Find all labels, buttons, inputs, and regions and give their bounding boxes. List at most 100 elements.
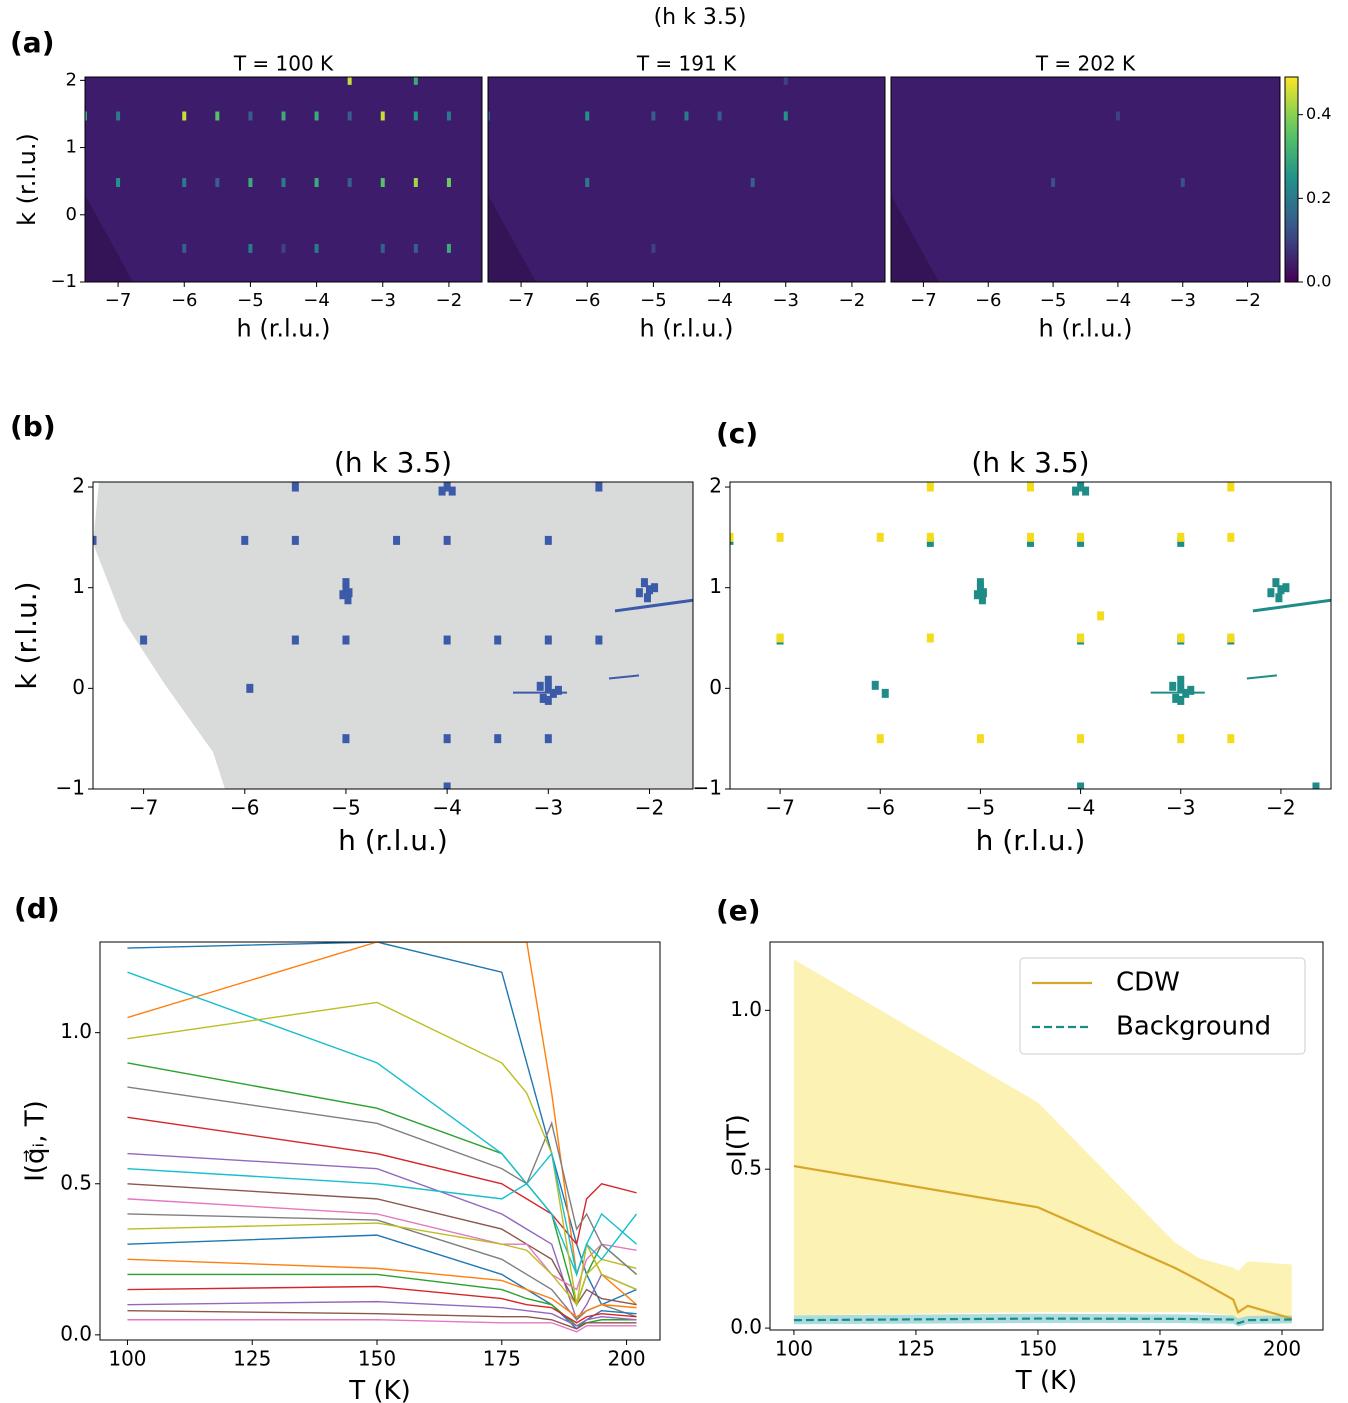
uncertainty-band (793, 959, 1292, 1322)
scatter-point (876, 532, 884, 542)
scatter-point (979, 588, 987, 598)
heatmap-cell (1180, 178, 1185, 188)
x-tick-label: 200 (1263, 1337, 1301, 1361)
heatmap-cell (314, 178, 319, 188)
scatter-point (1227, 532, 1235, 542)
y-tick-label: 0.5 (730, 1156, 762, 1180)
heatmap-cell (750, 178, 755, 188)
y-tick-label: 0.2 (1306, 188, 1331, 207)
series-line (127, 1309, 637, 1330)
scatter-point (443, 535, 451, 545)
panel-label: (e) (716, 894, 761, 927)
axes-title: T = 191 K (636, 52, 737, 76)
scatter-point (1177, 537, 1185, 547)
scatter-point (640, 578, 648, 588)
plot-area (93, 482, 693, 789)
axes-frame (99, 941, 661, 1341)
heatmap-cell (347, 178, 352, 188)
series-line (127, 971, 637, 1277)
heatmap-cell (215, 178, 220, 188)
x-tick-label: −7 (765, 796, 794, 820)
scatter-point (140, 635, 148, 645)
x-tick-label: −7 (910, 290, 937, 311)
heatmap-cell (413, 178, 418, 188)
panel-label: (a) (10, 26, 55, 59)
scatter-point (291, 635, 299, 645)
plot-area (891, 77, 1280, 282)
scatter-point (871, 680, 879, 690)
y-tick-label: 1.0 (730, 997, 762, 1021)
heatmap-cell (248, 111, 253, 121)
scatter-point (1027, 537, 1034, 547)
scatter-point (494, 734, 502, 744)
scatter-point (1097, 611, 1105, 621)
x-tick-label: −3 (1169, 290, 1196, 311)
x-axis-label: h (r.l.u.) (237, 315, 331, 343)
scatter-point (645, 585, 653, 595)
x-tick-label: −2 (1234, 290, 1261, 311)
heatmap-cell (281, 111, 286, 121)
x-tick-label: 175 (1141, 1337, 1179, 1361)
panel-label: (c) (716, 417, 758, 450)
scatter-point (1072, 486, 1080, 496)
heatmap-background (891, 77, 1280, 282)
scatter-point (776, 532, 784, 542)
scatter-point (1282, 583, 1290, 593)
uncertainty-band (793, 1313, 1292, 1327)
legend-label: Background (1116, 1012, 1271, 1042)
y-tick-label: 1 (66, 137, 77, 158)
scatter-point (595, 482, 603, 492)
heatmap-cell (446, 243, 451, 253)
scatter-point (973, 590, 981, 600)
heatmap-cell (446, 178, 451, 188)
axes-title: T = 202 K (1035, 52, 1136, 76)
heatmap-cell (684, 111, 689, 121)
series-line (127, 1300, 637, 1327)
x-tick-label: 175 (483, 1347, 521, 1371)
scatter-point (443, 734, 451, 744)
scatter-point (651, 583, 659, 593)
series-line (793, 1164, 1293, 1320)
x-tick-label: −2 (839, 290, 866, 311)
heatmap-cell (651, 111, 656, 121)
scatter-point (926, 482, 934, 492)
scatter-point (976, 734, 984, 744)
scatter-point (876, 734, 884, 744)
scatter-point (544, 535, 552, 545)
scatter-point (595, 635, 603, 645)
x-tick-label: −3 (1166, 796, 1195, 820)
heatmap-cell (215, 111, 220, 121)
heatmap-cell (717, 111, 722, 121)
scatter-point (544, 675, 552, 685)
scatter-point (976, 583, 984, 593)
heatmap-cell (413, 111, 418, 121)
heatmap-cell (380, 111, 385, 121)
scatter-point (1177, 532, 1185, 542)
x-tick-label: −5 (237, 290, 264, 311)
scatter-point (1077, 734, 1085, 744)
scatter-point (291, 535, 299, 545)
scatter-point (1227, 633, 1235, 643)
x-tick-label: −6 (171, 290, 198, 311)
scatter-point (344, 595, 352, 605)
streak (1252, 598, 1331, 613)
scatter-point (544, 695, 552, 705)
heatmap-cell (1051, 178, 1056, 188)
scatter-point (1172, 693, 1180, 703)
scatter-point (643, 593, 651, 603)
heatmap-cell (314, 243, 319, 253)
x-tick-label: 100 (108, 1347, 146, 1371)
scatter-point (926, 532, 934, 542)
scatter-point (443, 482, 451, 492)
scatter-point (1272, 578, 1280, 588)
scatter-point (1169, 681, 1177, 691)
streak (608, 674, 640, 680)
y-tick-label: 0.5 (60, 1170, 92, 1194)
heatmap-cell (783, 77, 788, 85)
series-line (127, 1116, 637, 1246)
legend-label: CDW (1116, 968, 1180, 998)
scatter-point (342, 734, 350, 744)
x-tick-label: −5 (640, 290, 667, 311)
y-tick-label: 1 (72, 574, 85, 598)
